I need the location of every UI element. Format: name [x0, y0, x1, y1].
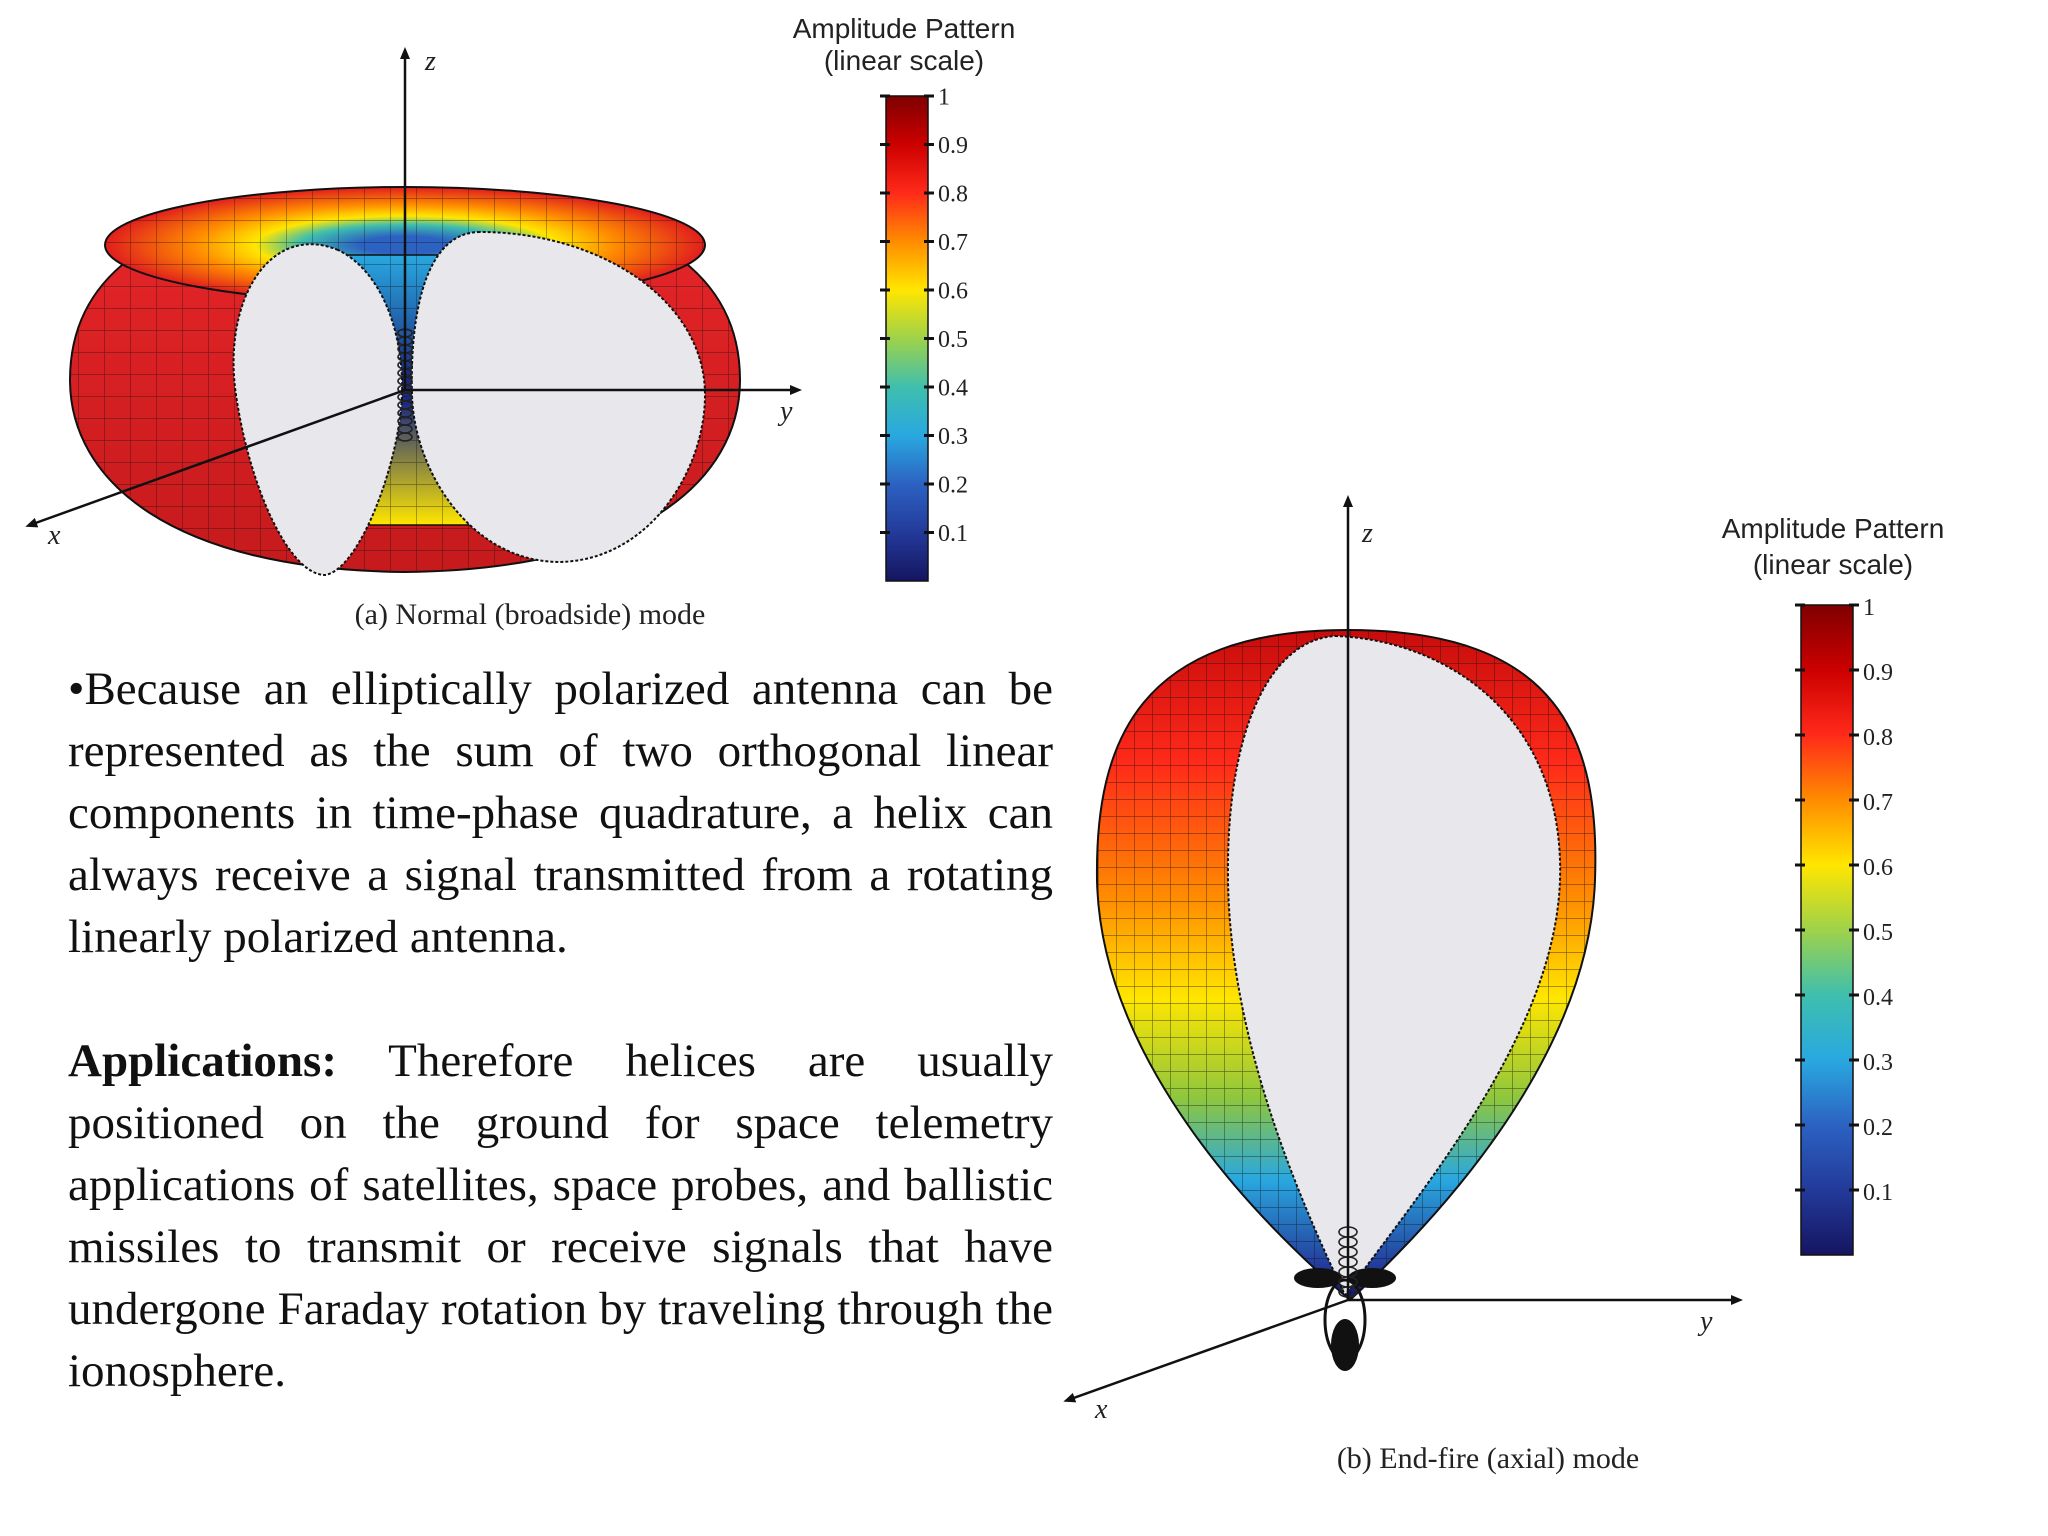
x-axis-label-b: x [1094, 1394, 1108, 1425]
colorbar-tick-label: 0.9 [938, 133, 968, 159]
colorbar-b-title-line2: (linear scale) [1753, 549, 1913, 580]
colorbar-a-title-line1: Amplitude Pattern [793, 13, 1016, 44]
y-axis-label-a: y [777, 396, 793, 427]
figure-b-endfire-mode: z y x Amplitude Pattern (linear scale) 1… [1063, 495, 1945, 1475]
colorbar-tick-label: 0.5 [1863, 920, 1893, 946]
caption-b: (b) End-fire (axial) mode [1337, 1442, 1639, 1475]
z-axis-label-a: z [424, 46, 436, 77]
colorbar-tick-label: 1 [938, 84, 950, 110]
applications-heading: Applications: [68, 1035, 337, 1087]
back-lobes [1294, 1268, 1396, 1371]
colorbar-a-ticks: 1 0.9 0.8 0.7 0.6 0.5 0.4 0.3 0.2 0.1 [880, 84, 968, 547]
colorbar-tick-label: 0.8 [938, 181, 968, 207]
axes-b [1063, 495, 1743, 1403]
colorbar-tick-label: 0.2 [1863, 1115, 1893, 1141]
applications-body: Therefore helices are usually positioned… [68, 1035, 1053, 1397]
axes-a [25, 47, 802, 528]
colorbar-tick-label: 0.6 [938, 278, 968, 304]
colorbar-tick-label: 0.6 [1863, 855, 1893, 881]
y-axis-label-b: y [1697, 1306, 1713, 1337]
z-axis-label-b: z [1361, 518, 1373, 549]
figure-a-normal-mode: z y x Amplitude Pattern (linear scale) 1… [25, 13, 1016, 631]
paragraph-applications: Applications: Therefore helices are usua… [68, 1030, 1053, 1402]
colorbar-tick-label: 0.9 [1863, 660, 1893, 686]
colorbar-a-gradient [885, 95, 929, 582]
balloon-pattern [1095, 628, 1597, 1371]
colorbar-b-ticks: 1 0.9 0.8 0.7 0.6 0.5 0.4 0.3 0.2 0.1 [1795, 595, 1893, 1206]
colorbar-tick-label: 1 [1863, 595, 1875, 621]
colorbar-tick-label: 0.3 [938, 424, 968, 450]
colorbar-tick-label: 0.7 [1863, 790, 1893, 816]
paragraph-polarization: •Because an elliptically polarized anten… [68, 663, 1053, 963]
colorbar-b: Amplitude Pattern (linear scale) 1 0.9 0.8… [1722, 513, 1945, 1256]
colorbar-b-title-line1: Amplitude Pattern [1722, 513, 1945, 544]
colorbar-a-title-line2: (linear scale) [824, 45, 984, 76]
colorbar-tick-label: 0.7 [938, 230, 968, 256]
caption-a: (a) Normal (broadside) mode [355, 598, 706, 631]
colorbar-tick-label: 0.8 [1863, 725, 1893, 751]
x-axis-label-a: x [47, 520, 61, 551]
colorbar-tick-label: 0.4 [1863, 985, 1893, 1011]
colorbar-tick-label: 0.2 [938, 472, 968, 498]
colorbar-tick-label: 0.3 [1863, 1050, 1893, 1076]
colorbar-tick-label: 0.4 [938, 375, 968, 401]
colorbar-a: Amplitude Pattern (linear scale) 1 0.9 0.8… [793, 13, 1016, 582]
colorbar-b-gradient [1800, 604, 1854, 1256]
colorbar-tick-label: 0.1 [1863, 1180, 1893, 1206]
torus-pattern [68, 186, 742, 577]
colorbar-tick-label: 0.1 [938, 521, 968, 547]
colorbar-tick-label: 0.5 [938, 327, 968, 353]
